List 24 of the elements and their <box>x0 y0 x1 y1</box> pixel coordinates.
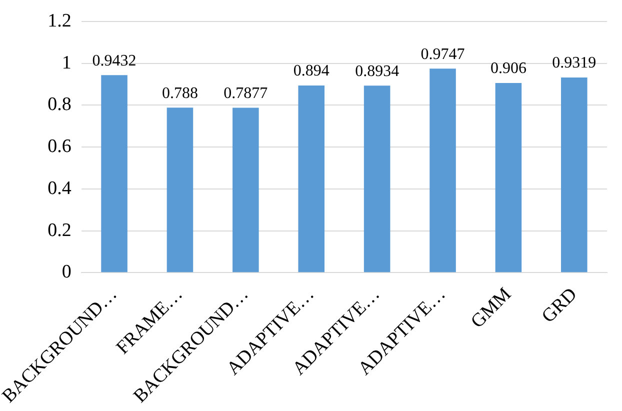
data-label: 0.9319 <box>552 54 596 72</box>
data-label: 0.9432 <box>92 52 136 70</box>
y-tick-label: 0 <box>62 262 72 283</box>
data-label: 0.9747 <box>420 46 465 63</box>
data-label: 0.788 <box>162 84 198 102</box>
data-label: 0.8934 <box>355 62 400 80</box>
y-tick-label: 0.2 <box>48 220 72 241</box>
y-tick-label: 0.8 <box>48 94 72 116</box>
data-label: 0.894 <box>293 62 330 80</box>
bar <box>364 86 390 272</box>
y-tick-label: 0.6 <box>48 136 72 158</box>
bar <box>232 108 259 272</box>
bar <box>495 82 522 272</box>
y-tick-label: 1.2 <box>48 10 72 32</box>
bar <box>298 85 325 272</box>
bar <box>166 108 194 272</box>
bar <box>101 75 128 272</box>
y-tick-label: 1 <box>62 52 72 74</box>
bar <box>430 68 456 272</box>
x-tick-label: GRD <box>538 284 582 328</box>
data-label: 0.7877 <box>224 84 268 102</box>
data-label: 0.906 <box>490 60 526 78</box>
y-tick-label: 0.4 <box>48 178 72 199</box>
bar <box>561 78 588 272</box>
